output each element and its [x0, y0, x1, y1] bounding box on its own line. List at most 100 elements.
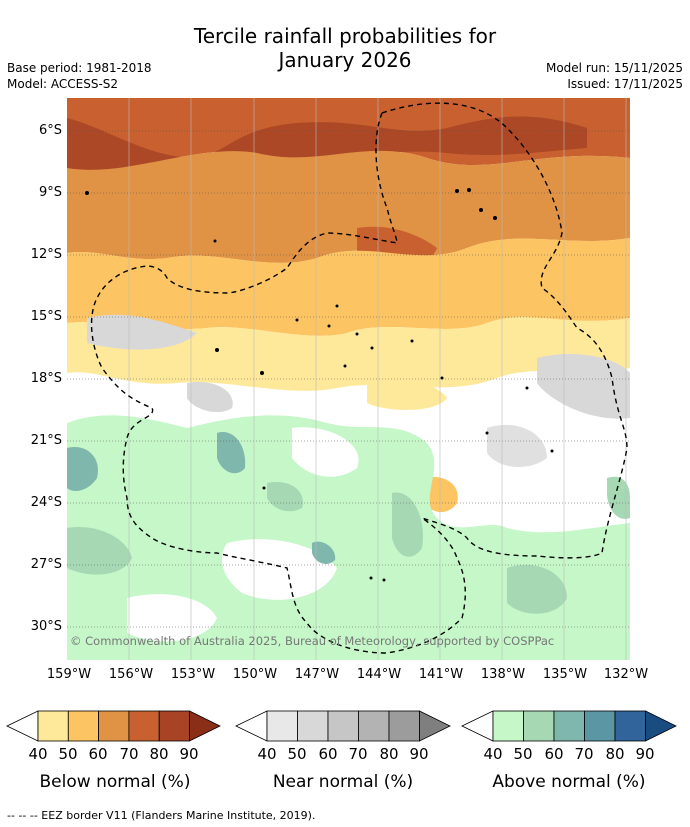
cb-near-4 [358, 710, 390, 742]
issued-date: Issued: 17/11/2025 [567, 77, 683, 91]
tick-above-70: 70 [574, 745, 594, 763]
cb-below-4 [128, 710, 160, 742]
lon-label-141w: 141°W [418, 667, 464, 682]
lon-label-132w: 132°W [603, 667, 649, 682]
above-60-c [267, 482, 303, 512]
lon-label-147w: 147°W [294, 667, 340, 682]
legend-near-normal [235, 710, 451, 742]
map-canvas [67, 98, 630, 660]
tick-near-40: 40 [257, 745, 277, 763]
tick-near-60: 60 [318, 745, 338, 763]
lat-label-21s: 21°S [30, 433, 62, 448]
band-above-50 [67, 415, 630, 660]
tick-above-90: 90 [635, 745, 655, 763]
above-60-f [607, 476, 630, 519]
above-white-b [127, 594, 217, 642]
legend-title-above: Above normal (%) [492, 772, 646, 792]
meta-right: Model run: 15/11/2025 Issued: 17/11/2025 [546, 60, 683, 92]
tick-below-90: 90 [179, 745, 199, 763]
blob-below-50-a [367, 378, 447, 410]
near-normal-b [187, 382, 233, 413]
cb-above-6 [645, 710, 677, 742]
above-60-d [392, 492, 423, 557]
above-60-e [507, 564, 567, 614]
near-normal-a [87, 314, 197, 350]
near-normal-c [537, 353, 630, 419]
legend-above-normal [461, 710, 677, 742]
lat-label-6s: 6°S [38, 123, 62, 138]
tick-above-60: 60 [544, 745, 564, 763]
lat-label-30s: 30°S [30, 619, 62, 634]
legend-colorbars [6, 710, 677, 742]
band-below-50 [67, 317, 630, 391]
cb-below-5 [158, 710, 190, 742]
tick-below-50: 50 [58, 745, 78, 763]
meta-left: Base period: 1981-2018 Model: ACCESS-S2 [7, 60, 152, 92]
tick-near-50: 50 [287, 745, 307, 763]
title-line-1: Tercile rainfall probabilities for [193, 24, 497, 48]
cb-near-1 [266, 710, 298, 742]
tick-above-80: 80 [605, 745, 625, 763]
eez-footnote: -- -- -- EEZ border V11 (Flanders Marine… [7, 809, 316, 822]
copyright-notice: © Commonwealth of Australia 2025, Bureau… [70, 634, 555, 648]
above-60-b [217, 432, 246, 474]
cb-above-3 [553, 710, 585, 742]
tick-near-70: 70 [348, 745, 368, 763]
above-70-b [312, 541, 336, 564]
above-70-a [67, 447, 98, 491]
band-below-70 [67, 150, 630, 263]
lon-label-138w: 138°W [480, 667, 526, 682]
model-run: Model run: 15/11/2025 [545, 61, 683, 75]
tick-below-40: 40 [28, 745, 48, 763]
tick-below-80: 80 [149, 745, 169, 763]
lat-label-27s: 27°S [30, 557, 62, 572]
lon-label-150w: 150°W [232, 667, 278, 682]
eez-borders [90, 102, 628, 654]
cb-below-2 [67, 710, 100, 742]
tick-above-50: 50 [513, 745, 533, 763]
cb-above-2 [523, 710, 555, 742]
tick-below-70: 70 [119, 745, 139, 763]
cb-near-5 [388, 710, 420, 742]
lat-label-24s: 24°S [30, 495, 62, 510]
lon-label-153w: 153°W [170, 667, 216, 682]
islands [85, 188, 554, 582]
cb-near-6 [419, 710, 451, 742]
cb-below-6 [189, 710, 221, 742]
lon-label-144w: 144°W [356, 667, 402, 682]
above-60-a [67, 527, 132, 575]
above-white-a [222, 539, 337, 600]
base-period: Base period: 1981-2018 [7, 61, 152, 75]
lon-label-159w: 159°W [46, 667, 92, 682]
title-line-2: January 2026 [278, 48, 412, 72]
graticule [67, 98, 630, 660]
rainfall-map [67, 98, 630, 660]
cb-above-4 [584, 710, 616, 742]
above-white-c [292, 427, 359, 477]
lat-label-12s: 12°S [30, 247, 62, 262]
legend-below-normal [6, 710, 221, 742]
cb-near-3 [327, 710, 359, 742]
cb-above-0 [461, 710, 494, 742]
lon-label-156w: 156°W [108, 667, 154, 682]
tick-near-80: 80 [379, 745, 399, 763]
cb-below-1 [37, 710, 69, 742]
tick-above-40: 40 [483, 745, 503, 763]
legend-title-near: Near normal (%) [272, 772, 414, 792]
tick-below-60: 60 [88, 745, 108, 763]
lat-label-15s: 15°S [30, 309, 62, 324]
map-title: Tercile rainfall probabilities for Janua… [0, 24, 690, 72]
cb-below-0 [6, 710, 39, 742]
lat-label-18s: 18°S [30, 371, 62, 386]
band-below-60 [67, 238, 630, 336]
legend-title-below: Below normal (%) [39, 772, 191, 792]
cb-above-1 [492, 710, 524, 742]
cb-near-0 [235, 710, 268, 742]
cb-above-5 [614, 710, 646, 742]
cb-below-3 [98, 710, 130, 742]
model-name: Model: ACCESS-S2 [7, 77, 119, 91]
tick-near-90: 90 [409, 745, 429, 763]
lon-label-135w: 135°W [542, 667, 588, 682]
cb-near-2 [297, 710, 329, 742]
lat-label-9s: 9°S [38, 185, 62, 200]
